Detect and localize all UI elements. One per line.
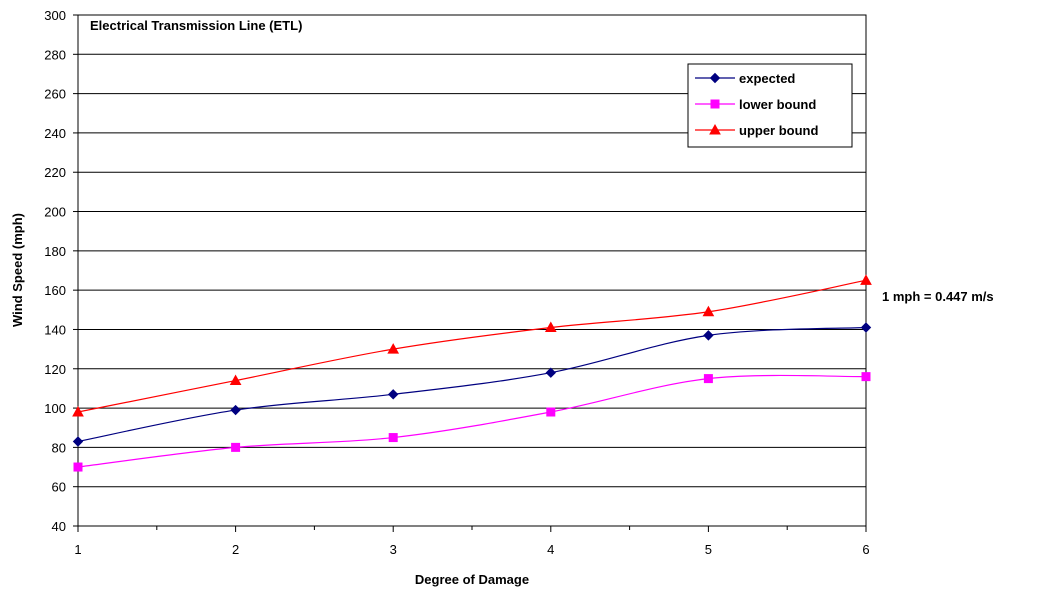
data-point-expected	[230, 404, 241, 416]
data-point-lower-bound	[388, 433, 398, 443]
legend-label-lower-bound: lower bound	[739, 97, 816, 112]
data-point-lower-bound	[231, 442, 241, 452]
data-point-lower-bound	[73, 462, 83, 472]
data-point-upper-bound	[387, 343, 400, 354]
y-tick-label: 180	[44, 244, 66, 259]
legend-label-expected: expected	[739, 71, 795, 86]
y-tick-label: 140	[44, 322, 66, 337]
y-tick-label: 240	[44, 126, 66, 141]
y-tick-label: 280	[44, 47, 66, 62]
data-point-lower-bound	[703, 374, 713, 384]
unit-conversion-note: 1 mph = 0.447 m/s	[882, 289, 994, 304]
y-tick-label: 200	[44, 205, 66, 220]
data-point-lower-bound	[861, 372, 871, 382]
series-upper-bound	[72, 274, 872, 417]
x-axis-title: Degree of Damage	[415, 572, 529, 587]
data-point-upper-bound	[702, 305, 715, 317]
series-line-upper-bound	[77, 279, 867, 413]
y-tick-label: 80	[52, 440, 66, 455]
x-tick-label: 5	[705, 542, 712, 557]
y-tick-label: 60	[52, 480, 66, 495]
y-tick-label: 300	[44, 8, 66, 23]
legend-marker-expected	[709, 72, 721, 84]
y-axis-title: Wind Speed (mph)	[10, 213, 25, 327]
series-lower-bound	[73, 372, 871, 472]
x-tick-label: 6	[862, 542, 869, 557]
data-point-expected	[703, 330, 714, 341]
series-expected	[72, 322, 872, 447]
x-tick-label: 1	[74, 542, 81, 557]
data-point-upper-bound	[72, 405, 84, 417]
legend: expected lower bound upper bound	[687, 63, 853, 148]
x-tick-label: 4	[547, 542, 554, 557]
data-point-upper-bound	[860, 274, 872, 285]
series-line-expected	[77, 326, 867, 443]
legend-label-upper-bound: upper bound	[739, 123, 818, 138]
data-point-expected	[545, 367, 557, 378]
x-tick-label: 3	[390, 542, 397, 557]
x-tick-label: 2	[232, 542, 239, 557]
y-tick-label: 120	[44, 362, 66, 377]
data-point-expected	[860, 322, 872, 333]
data-point-upper-bound	[544, 321, 557, 332]
legend-marker-upper-bound	[709, 123, 721, 135]
y-tick-label: 220	[44, 165, 66, 180]
data-point-lower-bound	[546, 407, 556, 417]
y-tick-label: 260	[44, 87, 66, 102]
series	[72, 274, 872, 472]
data-point-expected	[72, 436, 84, 447]
data-point-upper-bound	[229, 374, 242, 386]
y-tick-label: 40	[52, 519, 66, 534]
axes: 40 60 80 100 120 140 160 180 200 220 240 260 280 300 1…	[44, 8, 869, 557]
y-tick-label: 100	[44, 401, 66, 416]
series-line-lower-bound	[77, 374, 867, 468]
chart-title: Electrical Transmission Line (ETL)	[90, 18, 302, 33]
y-tick-label: 160	[44, 283, 66, 298]
data-point-expected	[387, 389, 399, 400]
legend-marker-lower-bound	[710, 99, 720, 109]
